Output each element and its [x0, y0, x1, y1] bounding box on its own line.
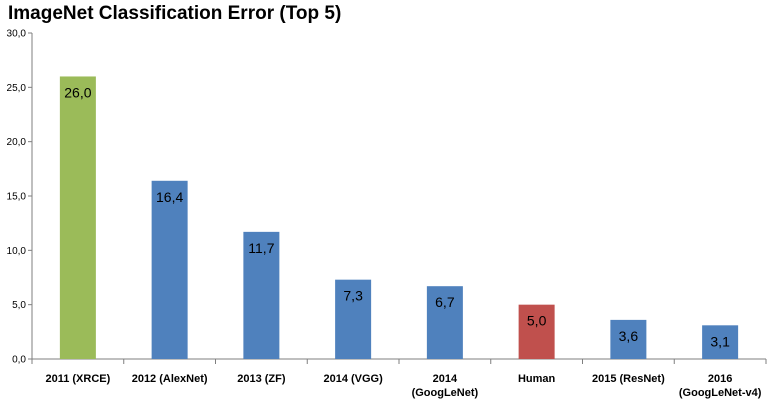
data-label: 6,7 — [435, 294, 455, 310]
bar — [59, 76, 96, 359]
x-tick-label: 2016 — [708, 373, 732, 385]
y-tick-label: 25,0 — [7, 83, 27, 94]
data-label: 5,0 — [527, 313, 547, 329]
y-tick-label: 15,0 — [7, 192, 27, 203]
x-tick-label: (GoogLeNet) — [412, 387, 479, 399]
bar — [151, 180, 188, 359]
x-tick-label: Human — [518, 373, 556, 385]
y-tick-label: 10,0 — [7, 246, 27, 257]
x-tick-label: 2015 (ResNet) — [592, 373, 665, 385]
bar — [610, 319, 647, 359]
chart-labels: 26,0 2011 (XRCE) 16,4 2012 (AlexNet) 11,7 201… — [45, 84, 761, 399]
chart-axes: 0,0 5,0 10,0 15,0 20,0 25,0 30,0 — [7, 29, 767, 366]
bar — [426, 286, 463, 359]
x-tick-label: 2012 (AlexNet) — [132, 373, 208, 385]
chart-bars — [59, 76, 739, 359]
chart-title: ImageNet Classification Error (Top 5) — [8, 3, 342, 24]
x-tick-label: 2014 — [433, 373, 458, 385]
data-label: 3,6 — [619, 328, 639, 344]
data-label: 7,3 — [343, 288, 363, 304]
data-label: 3,1 — [710, 333, 730, 349]
bar — [518, 304, 555, 359]
data-label: 26,0 — [64, 84, 91, 100]
y-tick-label: 0,0 — [12, 355, 26, 366]
y-tick-label: 5,0 — [12, 300, 26, 311]
data-label: 11,7 — [248, 240, 274, 256]
x-tick-label: 2011 (XRCE) — [45, 373, 110, 385]
data-label: 16,4 — [156, 189, 183, 205]
bar — [243, 231, 280, 359]
bar — [702, 325, 739, 359]
x-tick-label: 2013 (ZF) — [237, 373, 286, 385]
bar — [335, 279, 372, 359]
y-tick-label: 30,0 — [7, 29, 27, 40]
x-tick-label: (GoogLeNet-v4) — [679, 387, 762, 399]
y-tick-label: 20,0 — [7, 137, 27, 148]
x-tick-label: 2014 (VGG) — [323, 373, 383, 385]
